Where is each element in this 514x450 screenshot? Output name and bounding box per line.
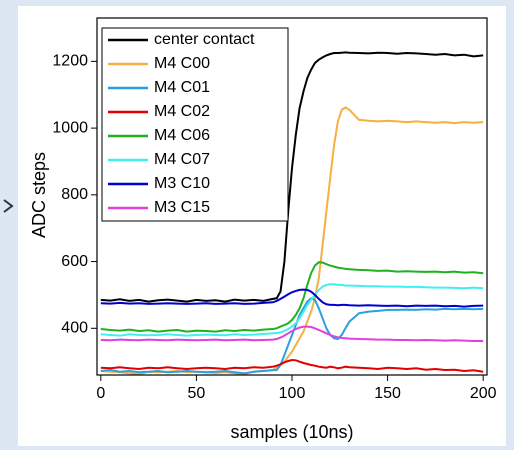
series-line: [100, 325, 484, 342]
legend-label: M4 C06: [154, 127, 210, 144]
legend-label: M4 C07: [154, 151, 210, 168]
y-tick-label: 1000: [52, 119, 88, 136]
series-line: [100, 261, 484, 333]
series-line: [100, 297, 484, 375]
x-tick-label: 150: [374, 385, 401, 402]
y-tick-label: 600: [61, 253, 88, 270]
legend-label: M3 C10: [154, 175, 210, 192]
y-tick-label: 800: [61, 186, 88, 203]
series-line: [100, 283, 484, 337]
y-axis-label: ADC steps: [29, 152, 49, 238]
legend-box: [101, 27, 289, 222]
legend-label: M4 C02: [154, 103, 210, 120]
x-tick-label: 100: [279, 385, 306, 402]
series-line: [100, 358, 484, 373]
series-line: [100, 288, 484, 308]
plot-frame: [96, 17, 488, 376]
arrow: [3, 199, 14, 213]
legend-label: center contact: [154, 31, 255, 48]
legend-label: M3 C15: [154, 199, 210, 216]
x-tick-label: 200: [470, 385, 497, 402]
x-tick-label: 50: [188, 385, 206, 402]
legend-label: M4 C00: [154, 55, 210, 72]
y-tick-label: 1200: [52, 53, 88, 70]
legend-label: M4 C01: [154, 79, 210, 96]
series-line: [100, 51, 484, 303]
x-tick-label: 0: [96, 385, 105, 402]
x-axis-label: samples (10ns): [230, 422, 353, 442]
y-tick-label: 400: [61, 320, 88, 337]
